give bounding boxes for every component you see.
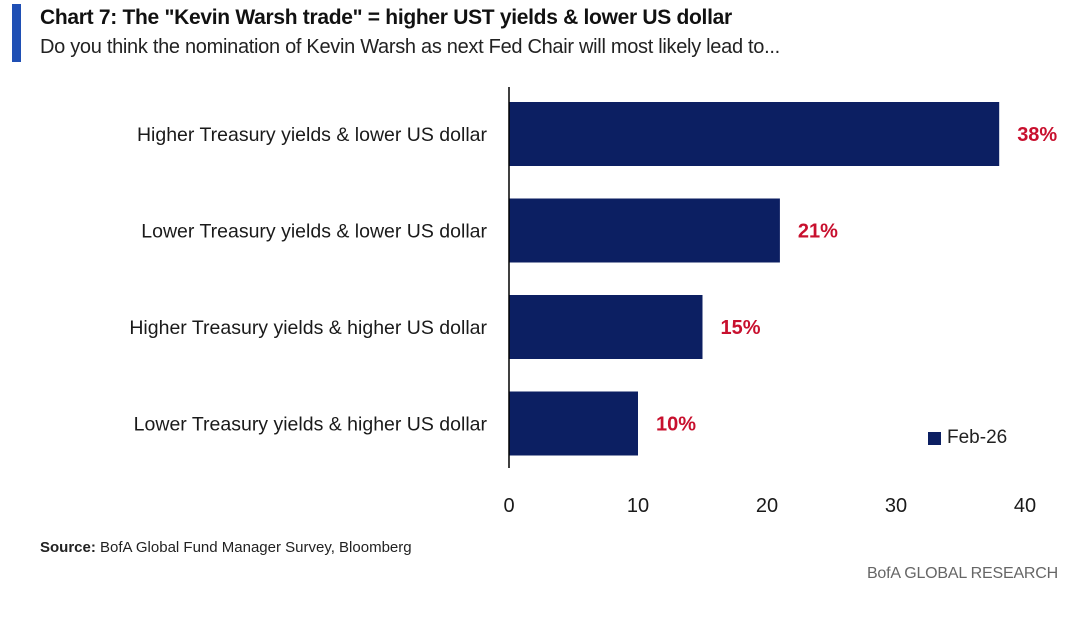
bar (509, 198, 780, 263)
legend: Feb-26 (928, 427, 1007, 449)
data-label: 38% (1017, 124, 1057, 146)
legend-swatch (928, 431, 941, 445)
bar (509, 391, 638, 456)
chart-subtitle: Do you think the nomination of Kevin War… (40, 36, 780, 58)
legend-label: Feb-26 (947, 427, 1008, 448)
x-tick-label: 0 (503, 495, 514, 517)
bar (509, 102, 1000, 166)
data-label: 10% (656, 414, 696, 436)
data-label: 21% (798, 221, 838, 243)
x-tick-label: 40 (1014, 495, 1036, 517)
data-label: 15% (721, 317, 761, 339)
source-text: BofA Global Fund Manager Survey, Bloombe… (100, 539, 412, 556)
category-label: Lower Treasury yields & higher US dollar (134, 414, 488, 436)
title-accent-bar (12, 4, 21, 62)
category-label: Higher Treasury yields & higher US dolla… (129, 317, 487, 339)
category-label: Higher Treasury yields & lower US dollar (137, 124, 488, 146)
x-tick-label: 10 (627, 495, 649, 517)
x-tick-label: 20 (756, 495, 778, 517)
category-label: Lower Treasury yields & lower US dollar (141, 221, 487, 243)
brand-footer: BofA GLOBAL RESEARCH (866, 565, 1058, 582)
source-note: Source: BofA Global Fund Manager Survey,… (40, 539, 412, 556)
x-tick-label: 30 (885, 495, 907, 517)
bar (509, 295, 703, 359)
chart-title: Chart 7: The "Kevin Warsh trade" = highe… (40, 6, 732, 29)
source-label: Source: (40, 539, 96, 556)
